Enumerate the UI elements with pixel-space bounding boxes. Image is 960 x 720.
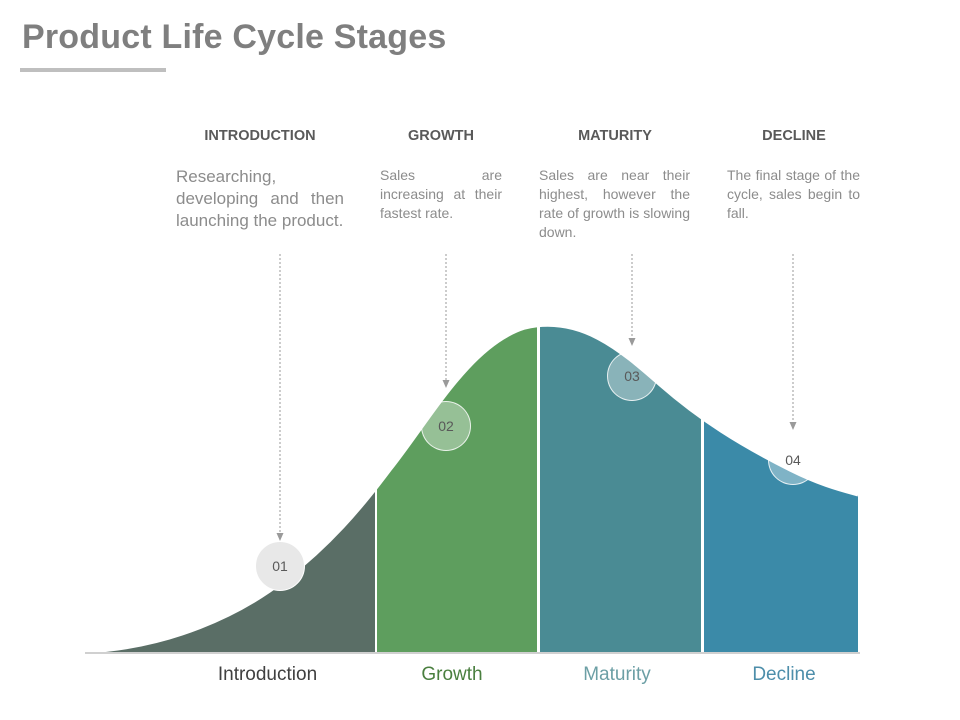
stage-number-02: 02 xyxy=(421,401,471,451)
stage-number-03: 03 xyxy=(607,351,657,401)
arrowhead-maturity xyxy=(628,338,636,346)
description-growth: Sales are increasing at their fastest ra… xyxy=(380,167,502,221)
arrowhead-growth xyxy=(442,380,450,388)
curve-segment-growth xyxy=(377,325,537,652)
page-title: Product Life Cycle Stages xyxy=(22,18,447,56)
heading-growth: GROWTH xyxy=(407,128,475,144)
heading-decline: DECLINE xyxy=(762,128,826,144)
label-introduction: Introduction xyxy=(217,664,318,685)
stage-number-01: 01 xyxy=(255,541,305,591)
curve-segment-introduction xyxy=(85,489,375,652)
title-underline xyxy=(20,68,166,72)
label-decline: Decline xyxy=(752,664,816,685)
description-decline: The final stage of the cycle, sales begi… xyxy=(727,167,860,221)
arrowhead-decline xyxy=(789,422,797,430)
description-introduction: Researching, developing and then launchi… xyxy=(176,167,344,230)
stage-number-04: 04 xyxy=(768,435,818,485)
curve-segment-decline xyxy=(704,419,858,652)
label-maturity: Maturity xyxy=(583,664,651,685)
arrowhead-introduction xyxy=(276,533,284,541)
heading-introduction: INTRODUCTION xyxy=(204,128,316,144)
heading-maturity: MATURITY xyxy=(578,128,652,144)
description-maturity: Sales are near their highest, however th… xyxy=(539,167,690,240)
curve-segment-maturity xyxy=(540,325,701,652)
label-growth: Growth xyxy=(421,664,483,685)
